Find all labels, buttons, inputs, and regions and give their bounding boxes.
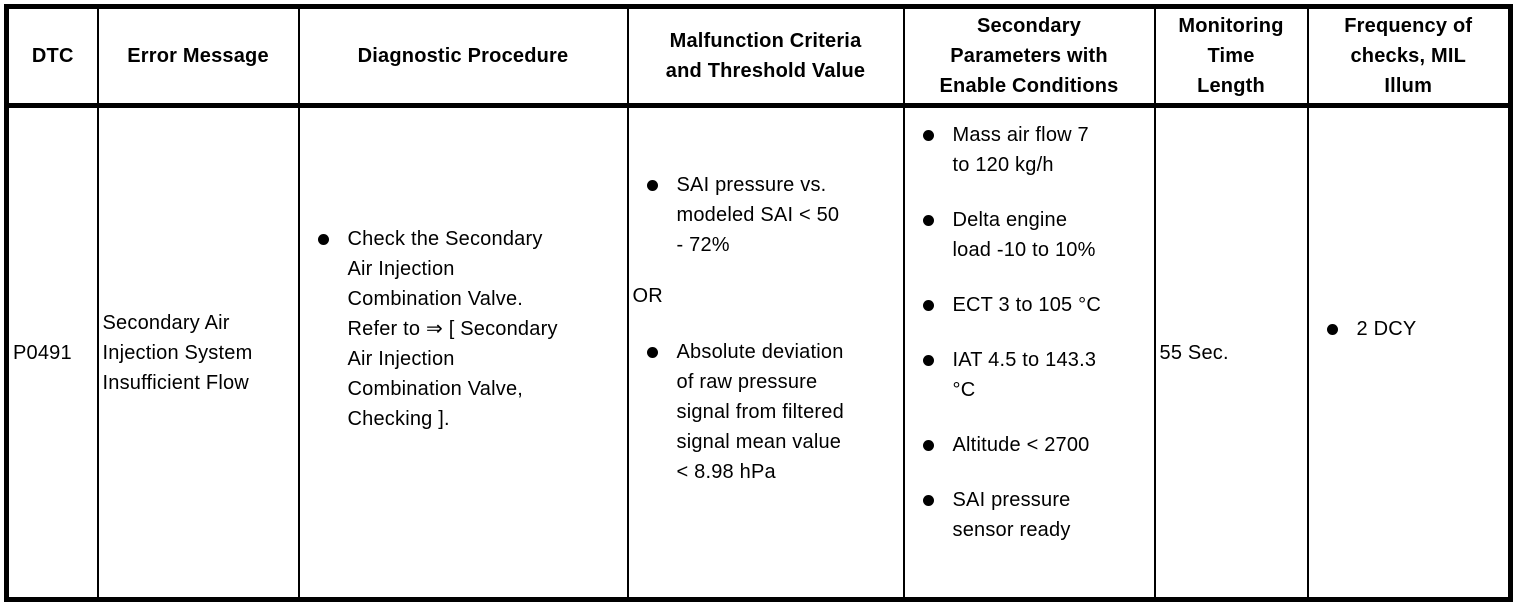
secondary-parameters-list: Mass air flow 7 to 120 kg/h Delta engine… [905,120,1154,545]
table-row: P0491 Secondary Air Injection System Ins… [5,104,1512,601]
cell-diagnostic-procedure: Check the Secondary Air Injection Combin… [297,104,629,601]
bullet-icon [922,495,934,506]
list-item: 2 DCY [1326,314,1505,344]
list-item-text: Mass air flow 7 to 120 kg/h [952,124,1089,176]
column-header-malfunction-criteria: Malfunction Criteria and Threshold Value [626,5,905,108]
cell-malfunction-criteria: SAI pressure vs. modeled SAI < 50 - 72% … [626,104,905,601]
bullet-icon [646,180,658,191]
bullet-icon [922,215,934,226]
list-item-text: ECT 3 to 105 °C [952,294,1101,316]
list-item-text: Absolute deviation of raw pressure signa… [676,341,844,483]
list-item-text: Check the Secondary Air Injection Combin… [347,227,558,430]
dtc-table: DTC Error Message Diagnostic Procedure M… [4,4,1513,602]
bullet-icon [317,233,329,245]
column-header-monitoring-time-length: Monitoring Time Length [1153,5,1309,108]
list-item: Delta engine load -10 to 10% [922,205,1150,265]
list-item: SAI pressure sensor ready [922,485,1150,545]
criteria-list-1: SAI pressure vs. modeled SAI < 50 - 72% [629,170,903,260]
list-item-text: SAI pressure sensor ready [952,489,1071,541]
cell-monitoring-time-length: 55 Sec. [1153,104,1309,601]
cell-dtc-code: P0491 [5,104,99,601]
bullet-icon [922,130,934,141]
or-connector-label: OR [632,285,663,307]
list-item: Mass air flow 7 to 120 kg/h [922,120,1150,180]
list-item: IAT 4.5 to 143.3 °C [922,345,1150,405]
list-item-text: Altitude < 2700 [952,434,1090,456]
list-item-text: 2 DCY [1356,317,1417,340]
list-item: ECT 3 to 105 °C [922,290,1150,320]
frequency-list: 2 DCY [1309,314,1509,344]
list-item-text: Delta engine load -10 to 10% [952,209,1096,261]
column-header-secondary-parameters: Secondary Parameters with Enable Conditi… [902,5,1156,108]
malfunction-criteria-content: SAI pressure vs. modeled SAI < 50 - 72% … [629,170,903,487]
bullet-icon [922,300,934,311]
diagnostic-procedure-list: Check the Secondary Air Injection Combin… [300,224,627,434]
column-header-frequency-of-checks: Frequency of checks, MIL Illum [1306,5,1512,108]
list-item: Absolute deviation of raw pressure signa… [646,337,899,487]
list-item-text: SAI pressure vs. modeled SAI < 50 - 72% [676,174,840,256]
list-item: Altitude < 2700 [922,430,1150,460]
column-header-dtc: DTC [5,5,99,108]
list-item-text: IAT 4.5 to 143.3 °C [952,349,1097,401]
list-item: SAI pressure vs. modeled SAI < 50 - 72% [646,170,899,260]
bullet-icon [1326,323,1338,335]
column-header-diagnostic-procedure: Diagnostic Procedure [297,5,629,108]
cell-error-message: Secondary Air Injection System Insuffici… [96,104,300,601]
bullet-icon [922,355,934,366]
list-item: Check the Secondary Air Injection Combin… [317,224,623,434]
cell-secondary-parameters: Mass air flow 7 to 120 kg/h Delta engine… [902,104,1156,601]
criteria-list-2: Absolute deviation of raw pressure signa… [629,337,903,487]
cell-frequency-of-checks: 2 DCY [1306,104,1512,601]
column-header-error-message: Error Message [96,5,300,108]
bullet-icon [646,347,658,358]
header-row: DTC Error Message Diagnostic Procedure M… [5,5,1512,108]
bullet-icon [922,440,934,451]
